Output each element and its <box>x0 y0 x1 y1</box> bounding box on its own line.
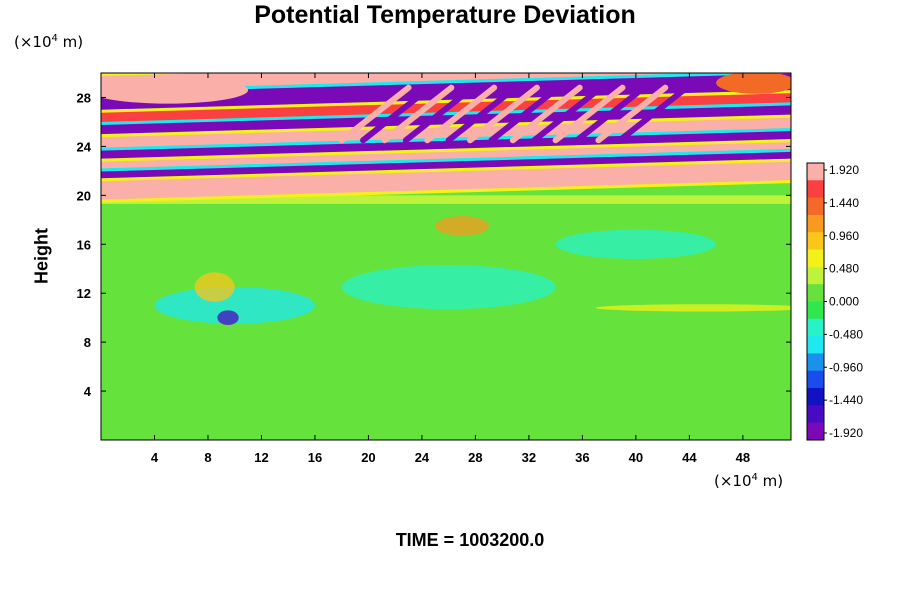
colorbar-swatch <box>807 197 824 216</box>
y-tick-label: 8 <box>84 335 91 350</box>
y-unit-prefix: (×10 <box>14 33 52 51</box>
colorbar-swatch <box>807 180 824 199</box>
wave-streak <box>552 84 626 144</box>
colorbar-swatch <box>807 214 824 233</box>
colorbar-label: 0.960 <box>829 229 859 243</box>
y-tick-label: 24 <box>77 139 92 154</box>
wave-streak <box>574 84 647 144</box>
field-patch <box>435 216 489 236</box>
field-patch <box>194 272 235 302</box>
y-tick-label: 12 <box>77 286 91 301</box>
wave-streak <box>445 84 519 144</box>
x-tick-label: 16 <box>308 450 322 465</box>
x-unit-label: (×104 m) <box>714 472 783 490</box>
x-tick-label: 32 <box>522 450 536 465</box>
wave-streak <box>402 84 476 144</box>
colorbar-label: -0.480 <box>829 327 863 341</box>
colorbar-swatch <box>807 163 824 181</box>
colorbar-label: -1.440 <box>829 393 863 407</box>
field-patch <box>217 310 239 326</box>
wave-streak <box>338 84 412 144</box>
plot-frame <box>100 72 792 441</box>
wave-streak <box>360 84 433 144</box>
x-tick-label: 12 <box>254 450 268 465</box>
wave-streak <box>595 84 669 144</box>
x-unit-suffix: m) <box>757 472 784 490</box>
colorbar-swatch <box>807 301 824 320</box>
field-patch <box>341 265 556 310</box>
y-tick-label: 4 <box>84 384 92 399</box>
y-tick-label: 20 <box>77 188 91 203</box>
colorbar-swatch <box>807 353 824 372</box>
colorbar-label: 1.440 <box>829 196 859 210</box>
chart-title: Potential Temperature Deviation <box>254 1 636 29</box>
y-tick-label: 16 <box>77 237 91 252</box>
wave-streak <box>424 84 498 144</box>
colorbar-swatch <box>807 336 824 354</box>
wave-streak <box>467 84 540 144</box>
x-tick-label: 20 <box>361 450 375 465</box>
plot-area <box>101 73 791 440</box>
x-tick-label: 24 <box>415 450 430 465</box>
contour-band <box>101 161 791 200</box>
wave-streak <box>531 84 605 144</box>
colorbar-swatch <box>807 284 824 302</box>
field-patch <box>234 329 503 404</box>
colorbar-swatch <box>807 266 824 285</box>
contour-field <box>101 73 791 440</box>
colorbar-label: -1.920 <box>829 426 863 440</box>
colorbar-swatch <box>807 388 824 406</box>
x-tick-label: 48 <box>736 450 750 465</box>
colorbar-label: 0.480 <box>829 262 859 276</box>
wave-streak <box>381 84 455 144</box>
colorbar-swatch <box>807 370 824 389</box>
wave-streak <box>509 84 583 144</box>
colorbar-swatch <box>807 405 824 424</box>
x-unit-exponent: 4 <box>751 472 758 483</box>
colorbar-swatch <box>807 422 824 441</box>
field-patch <box>555 229 717 259</box>
time-label: TIME = 1003200.0 <box>395 530 545 550</box>
wave-streak <box>616 84 690 144</box>
x-tick-label: 40 <box>629 450 643 465</box>
x-tick-label: 36 <box>575 450 589 465</box>
y-unit-exponent: 4 <box>51 33 58 44</box>
x-tick-label: 28 <box>468 450 482 465</box>
colorbar-label: -0.960 <box>829 360 863 374</box>
y-unit-suffix: m) <box>57 33 84 51</box>
field-patch <box>154 287 315 324</box>
field-patch <box>595 304 791 312</box>
colorbar-swatch <box>807 232 824 251</box>
wave-streak <box>488 84 562 144</box>
colorbar-swatch <box>807 249 824 268</box>
x-tick-label: 44 <box>682 450 697 465</box>
colorbar-label: 0.000 <box>829 295 859 309</box>
y-unit-label: (×104 m) <box>14 33 83 51</box>
warm-patch <box>716 73 791 94</box>
warm-patch <box>101 76 249 104</box>
colorbar-swatch <box>807 318 824 337</box>
y-tick-label: 28 <box>77 90 91 105</box>
x-tick-label: 4 <box>151 450 159 465</box>
x-unit-prefix: (×10 <box>714 472 752 490</box>
colorbar-label: 1.920 <box>829 163 859 177</box>
x-tick-label: 8 <box>204 450 211 465</box>
